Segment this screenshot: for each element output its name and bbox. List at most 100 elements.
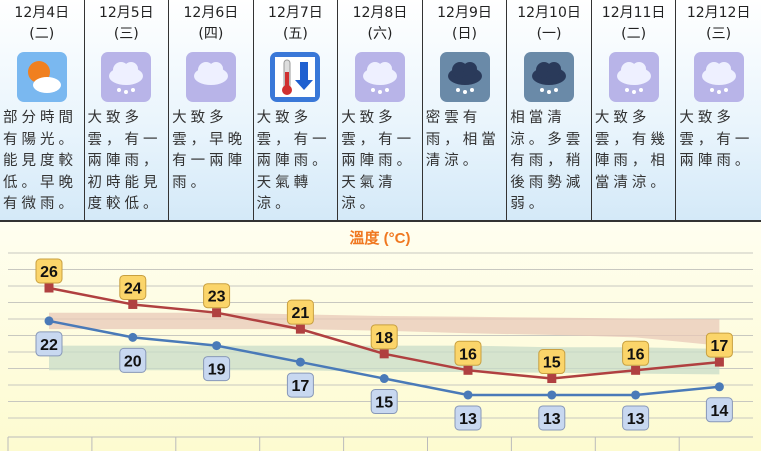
max-point — [631, 365, 641, 375]
data-label-box — [286, 372, 314, 398]
data-label-box — [454, 340, 482, 366]
day-column: 12月8日 (六) 大致多雲，有一兩陣雨。天氣清涼。 — [338, 0, 423, 220]
day-weekday: (六) — [367, 26, 393, 42]
data-label-box — [119, 274, 147, 300]
min-point — [128, 332, 138, 342]
data-label: 18 — [375, 330, 393, 347]
day-description: 大致多雲，有一兩陣雨。 — [679, 110, 754, 169]
data-label: 23 — [208, 289, 226, 306]
max-point — [44, 283, 54, 293]
max-point — [547, 374, 557, 384]
day-description: 大致多雲，有一兩陣雨。天氣轉涼。 — [256, 110, 331, 212]
max-point — [128, 299, 138, 309]
data-label: 15 — [375, 395, 393, 412]
day-date: 12月6日 — [183, 5, 239, 21]
day-date: 12月8日 — [352, 5, 408, 21]
cloud-drizzle-icon — [693, 52, 744, 102]
data-label-box — [286, 299, 314, 325]
forecast-days: 12月4日 (二) 部分時間有陽光。能見度較低。早晚有微雨。 12月5日 (三) … — [0, 0, 761, 222]
data-label-box — [35, 258, 63, 284]
day-date: 12月7日 — [268, 5, 323, 21]
min-point — [44, 316, 54, 326]
day-date: 12月12日 — [686, 5, 751, 21]
data-label: 13 — [543, 411, 561, 428]
day-column: 12月10日 (一) 相當清涼。多雲有雨，稍後雨勢減弱。 — [507, 0, 592, 220]
day-weekday: (日) — [452, 26, 477, 42]
day-date: 12月5日 — [98, 5, 154, 21]
data-label-box — [203, 283, 231, 309]
data-label: 20 — [124, 353, 142, 370]
day-weekday: (四) — [198, 26, 224, 42]
data-label-box — [622, 405, 650, 431]
data-label: 22 — [40, 337, 58, 354]
day-column: 12月6日 (四) 大致多雲，早晚有一兩陣雨。 — [169, 0, 254, 220]
day-column: 12月12日 (三) 大致多雲，有一兩陣雨。 — [676, 0, 761, 220]
day-weekday: (三) — [706, 26, 732, 42]
min-point — [714, 382, 724, 392]
chart-svg: 26 24 23 21 18 16 15 16 17 22 20 19 17 15 13 13 13 14 溫度 (… — [7, 229, 753, 451]
max-point — [714, 357, 724, 367]
max-point — [463, 365, 473, 375]
min-point — [463, 390, 473, 400]
max-point — [379, 349, 389, 359]
day-weekday: (三) — [113, 26, 139, 42]
chart-title: 溫度 (°C) — [350, 229, 411, 247]
day-description: 部分時間有陽光。能見度較低。早晚有微雨。 — [3, 110, 77, 212]
day-weekday: (二) — [29, 26, 55, 42]
dark-cloud-rain-icon — [439, 52, 490, 102]
max-point — [212, 308, 222, 318]
day-column: 12月9日 (日) 密雲有雨，相當清涼。 — [422, 0, 508, 220]
temperature-chart: 26 24 23 21 18 16 15 16 17 22 20 19 17 15 13 13 13 14 溫度 (… — [0, 222, 761, 451]
data-label-box — [538, 349, 566, 375]
max-point — [295, 324, 305, 334]
data-label: 16 — [627, 346, 645, 363]
data-label-box — [203, 356, 231, 382]
dark-cloud-rain-icon — [524, 52, 575, 102]
day-description: 密雲有雨，相當清涼。 — [425, 110, 500, 169]
thermometer-cooler-icon — [270, 52, 321, 102]
day-description: 大致多雲，有一兩陣雨。天氣清涼。 — [341, 110, 416, 212]
day-weekday: (五) — [282, 26, 308, 42]
data-label: 14 — [711, 403, 729, 420]
data-label: 13 — [627, 411, 645, 428]
day-column: 12月7日 (五) 大致多雲，有一兩陣雨。天氣轉涼。 — [253, 0, 339, 220]
min-point — [295, 357, 305, 367]
data-label-box — [454, 405, 482, 431]
day-description: 相當清涼。多雲有雨，稍後雨勢減弱。 — [510, 110, 585, 212]
day-column: 12月5日 (三) 大致多雲，有一兩陣雨，初時能見度較低。 — [84, 0, 170, 220]
data-label: 16 — [459, 346, 477, 363]
cloud-icon — [185, 52, 236, 102]
day-description: 大致多雲，有幾陣雨，相當清涼。 — [594, 110, 669, 191]
min-point — [379, 374, 389, 384]
data-label-box — [538, 405, 566, 431]
data-label: 26 — [40, 264, 58, 281]
cloud-drizzle-icon — [101, 52, 152, 102]
day-weekday: (二) — [621, 26, 647, 42]
min-point — [212, 341, 222, 351]
cloud-drizzle-icon — [354, 52, 405, 102]
day-description: 大致多雲，早晚有一兩陣雨。 — [172, 110, 247, 191]
data-label: 15 — [543, 355, 561, 372]
sun-cloud-icon — [16, 52, 67, 102]
day-date: 12月10日 — [517, 5, 581, 21]
day-weekday: (一) — [536, 26, 562, 42]
data-label-box — [119, 347, 147, 373]
day-date: 12月11日 — [601, 5, 666, 21]
data-label-box — [370, 324, 398, 350]
day-column: 12月11日 (二) 大致多雲，有幾陣雨，相當清涼。 — [591, 0, 677, 220]
data-label: 17 — [711, 338, 729, 355]
data-label: 13 — [459, 411, 477, 428]
data-label: 21 — [292, 305, 310, 322]
data-label-box — [705, 332, 733, 358]
min-point — [631, 390, 641, 400]
day-description: 大致多雲，有一兩陣雨，初時能見度較低。 — [87, 110, 162, 212]
cloud-drizzle-icon — [608, 52, 659, 102]
data-label-box — [35, 331, 63, 357]
data-label-box — [622, 340, 650, 366]
day-date: 12月4日 — [14, 5, 70, 21]
day-column: 12月4日 (二) 部分時間有陽光。能見度較低。早晚有微雨。 — [0, 0, 85, 220]
data-label: 24 — [124, 280, 142, 297]
data-label-box — [370, 389, 398, 415]
data-label: 19 — [208, 362, 226, 379]
data-label-box — [705, 397, 733, 423]
